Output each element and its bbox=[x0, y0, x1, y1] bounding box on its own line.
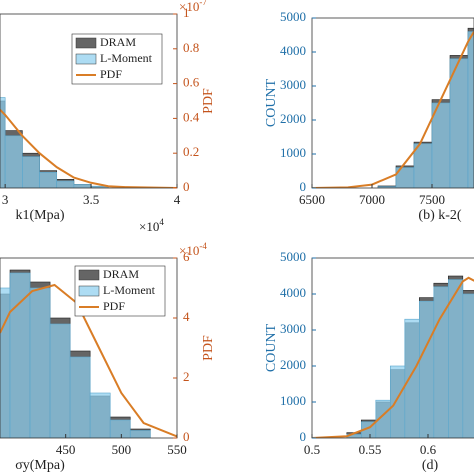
x-tick-label: 0.6 bbox=[420, 442, 437, 457]
x-axis-label: k1(Mpa) bbox=[16, 208, 65, 223]
x-multiplier-exponent: 4 bbox=[159, 217, 164, 227]
y-tick-label: 0 bbox=[300, 429, 307, 444]
plot-area bbox=[0, 269, 177, 438]
x-tick-label: 500 bbox=[112, 442, 132, 457]
axes-frame bbox=[0, 257, 178, 439]
x-axis-label: (d) bbox=[422, 458, 439, 473]
axes-frame bbox=[311, 257, 474, 439]
hist-bar bbox=[467, 31, 474, 188]
x-tick-label: 7500 bbox=[419, 192, 445, 207]
legend-swatch bbox=[75, 37, 97, 49]
x-tick-label: 7000 bbox=[359, 192, 385, 207]
y-tick-label: 4 bbox=[183, 309, 190, 324]
hist-bar bbox=[49, 323, 71, 438]
y-tick-label: 5000 bbox=[280, 9, 306, 24]
y-tick-label: 1000 bbox=[280, 145, 306, 160]
legend-swatch bbox=[75, 53, 97, 65]
y-multiplier-exponent: -7 bbox=[199, 0, 207, 7]
hist-bar bbox=[56, 180, 75, 188]
hist-bar bbox=[4, 135, 23, 188]
hist-bar bbox=[431, 102, 451, 188]
plot-area bbox=[312, 275, 474, 438]
y-tick-label: 0.6 bbox=[183, 75, 200, 90]
x-tick-label: 0.55 bbox=[359, 442, 382, 457]
x-tick-label: 4 bbox=[174, 192, 181, 207]
hist-bar bbox=[462, 293, 474, 438]
y-tick-label: 0 bbox=[183, 179, 190, 194]
y-axis-label: PDF bbox=[201, 335, 216, 361]
axes-frame bbox=[0, 13, 178, 189]
legend-label: DRAM bbox=[103, 267, 139, 281]
y-tick-label: 5000 bbox=[280, 249, 306, 264]
y-tick-label: 3000 bbox=[280, 321, 306, 336]
y-axis-label: COUNT bbox=[264, 78, 279, 127]
y-multiplier: ×10-4 bbox=[179, 241, 207, 258]
hist-bar bbox=[418, 300, 435, 438]
hist-bar bbox=[109, 419, 131, 438]
y-tick-label: 0.8 bbox=[183, 40, 199, 55]
y-tick-label: 0.2 bbox=[183, 144, 199, 159]
hist-bar bbox=[29, 287, 51, 438]
x-tick-label: 550 bbox=[167, 442, 187, 457]
y-tick-label: 4000 bbox=[280, 285, 306, 300]
legend-label: PDF bbox=[103, 299, 125, 313]
x-tick-label: 0.5 bbox=[304, 442, 320, 457]
legend-swatch bbox=[78, 285, 100, 297]
hist-bar bbox=[69, 356, 91, 438]
hist-bar bbox=[0, 287, 11, 438]
hist-bar bbox=[9, 272, 31, 438]
hist-bar bbox=[89, 392, 111, 438]
legend-label: L-Moment bbox=[103, 283, 156, 297]
y-multiplier-base: ×10 bbox=[179, 243, 199, 258]
x-axis-label: (b) k-2( bbox=[418, 208, 461, 223]
y-multiplier-base: ×10 bbox=[179, 0, 199, 14]
hist-bar bbox=[389, 365, 406, 438]
y-tick-label: 6 bbox=[183, 249, 190, 264]
x-tick-label: 3 bbox=[2, 192, 9, 207]
x-tick-label: 450 bbox=[56, 442, 76, 457]
pdf-line bbox=[312, 276, 474, 438]
y-tick-label: 1000 bbox=[280, 393, 306, 408]
x-multiplier-base: ×10 bbox=[139, 219, 159, 234]
y-tick-label: 0 bbox=[300, 179, 307, 194]
hist-bar bbox=[404, 318, 420, 438]
x-tick-label: 6500 bbox=[299, 192, 325, 207]
y-multiplier: ×10-7 bbox=[179, 0, 207, 14]
x-multiplier: ×104 bbox=[139, 217, 164, 234]
legend-label: L-Moment bbox=[100, 51, 153, 65]
y-tick-label: 2000 bbox=[280, 111, 306, 126]
axes-frame bbox=[311, 17, 474, 189]
hist-bar bbox=[39, 172, 58, 188]
y-tick-label: 0.4 bbox=[183, 109, 200, 124]
y-tick-label: 1 bbox=[183, 5, 190, 20]
y-tick-label: 4000 bbox=[280, 43, 306, 58]
hist-bar bbox=[449, 58, 469, 188]
legend-label: DRAM bbox=[100, 35, 136, 49]
y-tick-label: 2000 bbox=[280, 357, 306, 372]
legend-swatch bbox=[78, 269, 100, 281]
hist-bar bbox=[413, 143, 433, 188]
y-tick-label: 0 bbox=[183, 429, 190, 444]
hist-bar bbox=[22, 156, 40, 188]
plot-area bbox=[0, 97, 177, 188]
legend-label: PDF bbox=[100, 67, 122, 81]
pdf-line bbox=[312, 31, 474, 188]
y-axis-label: PDF bbox=[201, 88, 216, 114]
y-multiplier-exponent: -4 bbox=[199, 241, 207, 251]
x-axis-label: σy(Mpa) bbox=[15, 458, 65, 473]
hist-bar bbox=[129, 430, 151, 438]
hist-bar bbox=[73, 184, 92, 188]
x-tick-label: 3.5 bbox=[83, 192, 99, 207]
y-tick-label: 3000 bbox=[280, 77, 306, 92]
y-axis-label: COUNT bbox=[264, 323, 279, 372]
plot-area bbox=[312, 27, 474, 188]
y-tick-label: 2 bbox=[183, 369, 190, 384]
pdf-line bbox=[0, 108, 177, 188]
